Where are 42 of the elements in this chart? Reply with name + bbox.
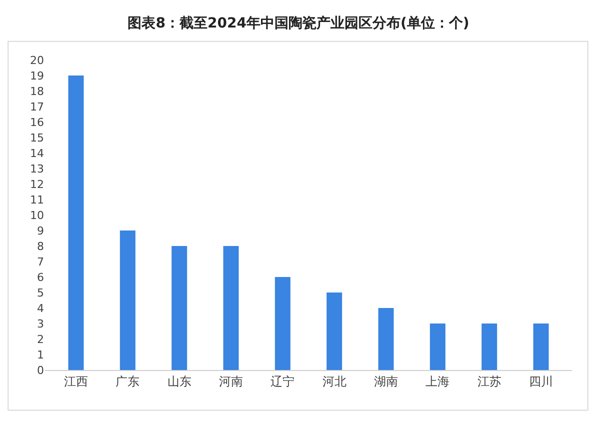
bar [68,76,84,370]
y-tick-label: 5 [37,286,44,300]
x-tick-label: 四川 [529,374,553,388]
y-tick-label: 11 [30,193,44,206]
y-tick-label: 13 [30,162,44,176]
bar [378,308,394,370]
x-tick-label: 辽宁 [270,374,295,388]
bar [120,230,136,370]
y-tick-label: 6 [37,270,44,284]
y-tick-label: 0 [37,364,44,377]
y-tick-label: 17 [30,100,44,114]
y-tick-label: 16 [30,116,44,129]
bar [430,324,446,370]
x-tick-label: 江西 [64,374,88,388]
y-tick-label: 14 [30,146,44,160]
y-tick-label: 2 [37,332,44,346]
y-tick-label: 18 [30,84,44,98]
y-tick-label: 19 [30,69,44,82]
y-tick-label: 7 [37,255,44,268]
y-tick-label: 8 [37,240,44,253]
bar [482,324,498,370]
bar [274,277,290,370]
y-tick-label: 4 [37,302,44,315]
y-tick-label: 1 [37,348,44,362]
y-tick-label: 9 [37,224,44,238]
bar [533,324,549,370]
chart-title: 图表8：截至2024年中国陶瓷产业园区分布(单位：个) [128,14,470,32]
bar [223,246,239,370]
bar [172,246,188,370]
x-tick-label: 河北 [322,374,346,388]
y-tick-label: 20 [30,54,44,67]
x-tick-label: 河南 [219,374,243,388]
x-tick-label: 山东 [167,374,192,388]
y-tick-label: 12 [30,178,44,191]
x-tick-label: 广东 [116,374,140,388]
y-tick-label: 10 [30,208,44,222]
x-tick-label: 上海 [426,374,450,388]
y-tick-label: 3 [37,317,44,330]
x-tick-label: 江苏 [477,374,502,388]
bar [326,292,342,370]
x-tick-label: 湖南 [374,374,398,388]
y-tick-label: 15 [30,131,44,144]
